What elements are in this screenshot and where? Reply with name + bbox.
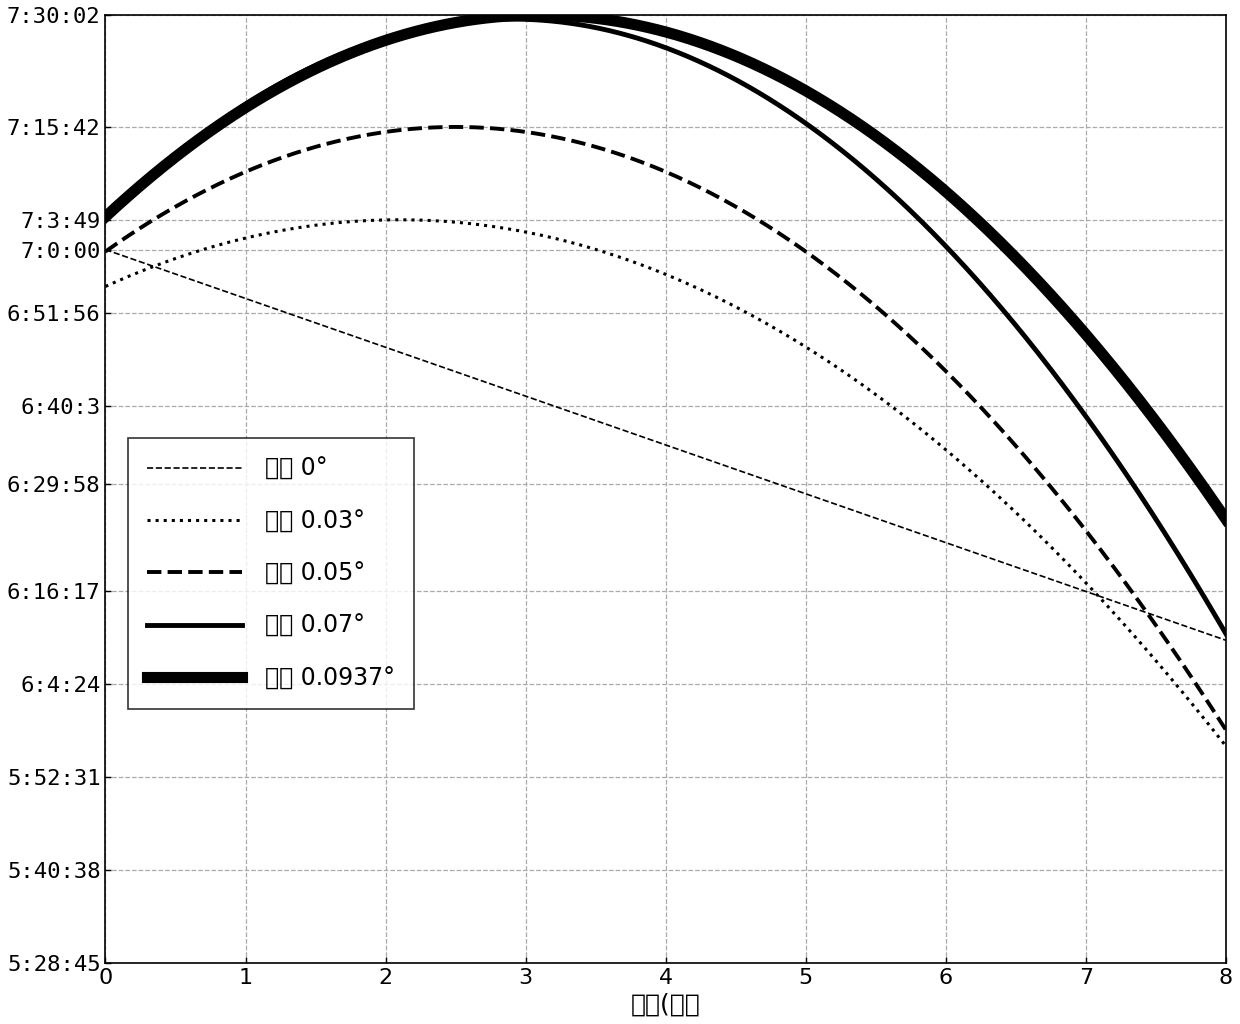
偏置 0.03° xyxy=(1219,740,1234,753)
偏置 0.05° xyxy=(1219,724,1234,736)
偏置 0.05° xyxy=(155,208,170,220)
偏置 0.03° xyxy=(1187,700,1202,713)
偏置 0° xyxy=(1185,623,1200,635)
偏置 0.07° xyxy=(1219,628,1234,640)
偏置 0.07° xyxy=(644,36,658,48)
偏置 0.07° xyxy=(981,287,996,299)
偏置 0° xyxy=(613,423,627,435)
偏置 0.03° xyxy=(98,281,113,293)
Line: 偏置 0.03°: 偏置 0.03° xyxy=(105,220,1226,746)
偏置 0.05° xyxy=(614,148,629,161)
偏置 0.05° xyxy=(98,246,113,258)
偏置 0° xyxy=(642,433,657,445)
Legend: 偏置 0°, 偏置 0.03°, 偏置 0.05°, 偏置 0.07°, 偏置 0.0937°: 偏置 0°, 偏置 0.03°, 偏置 0.05°, 偏置 0.07°, 偏置 … xyxy=(129,438,414,710)
Line: 偏置 0.0937°: 偏置 0.0937° xyxy=(105,15,1226,519)
偏置 0.0937° xyxy=(1185,467,1200,479)
偏置 0.0937° xyxy=(1187,467,1202,479)
偏置 0.0937° xyxy=(532,9,547,22)
偏置 0° xyxy=(981,551,996,563)
偏置 0.03° xyxy=(981,481,996,494)
偏置 0.0937° xyxy=(1219,513,1234,525)
Line: 偏置 0.07°: 偏置 0.07° xyxy=(105,19,1226,634)
偏置 0° xyxy=(1185,623,1200,635)
Line: 偏置 0°: 偏置 0° xyxy=(105,250,1226,640)
Line: 偏置 0.05°: 偏置 0.05° xyxy=(105,127,1226,730)
偏置 0.0937° xyxy=(614,16,629,29)
偏置 0.07° xyxy=(155,160,170,172)
偏置 0.0937° xyxy=(98,211,113,223)
偏置 0° xyxy=(98,244,113,256)
偏置 0.03° xyxy=(614,252,629,264)
偏置 0.03° xyxy=(644,262,658,274)
偏置 0.0937° xyxy=(981,224,996,237)
偏置 0.07° xyxy=(614,28,629,40)
偏置 0.03° xyxy=(155,257,170,269)
偏置 0.05° xyxy=(1185,674,1200,686)
偏置 0.0937° xyxy=(155,161,170,173)
偏置 0.05° xyxy=(644,160,658,172)
偏置 0.07° xyxy=(505,13,520,26)
偏置 0.07° xyxy=(1187,574,1202,587)
偏置 0.03° xyxy=(392,214,407,226)
偏置 0° xyxy=(1219,634,1234,646)
偏置 0.05° xyxy=(1187,675,1202,687)
偏置 0.0937° xyxy=(644,23,658,35)
偏置 0° xyxy=(155,263,170,275)
X-axis label: 时间(年）: 时间(年） xyxy=(631,993,701,1017)
偏置 0.03° xyxy=(1185,699,1200,712)
偏置 0.05° xyxy=(449,121,464,133)
偏置 0.07° xyxy=(1185,573,1200,586)
偏置 0.07° xyxy=(98,212,113,224)
偏置 0.05° xyxy=(981,410,996,422)
